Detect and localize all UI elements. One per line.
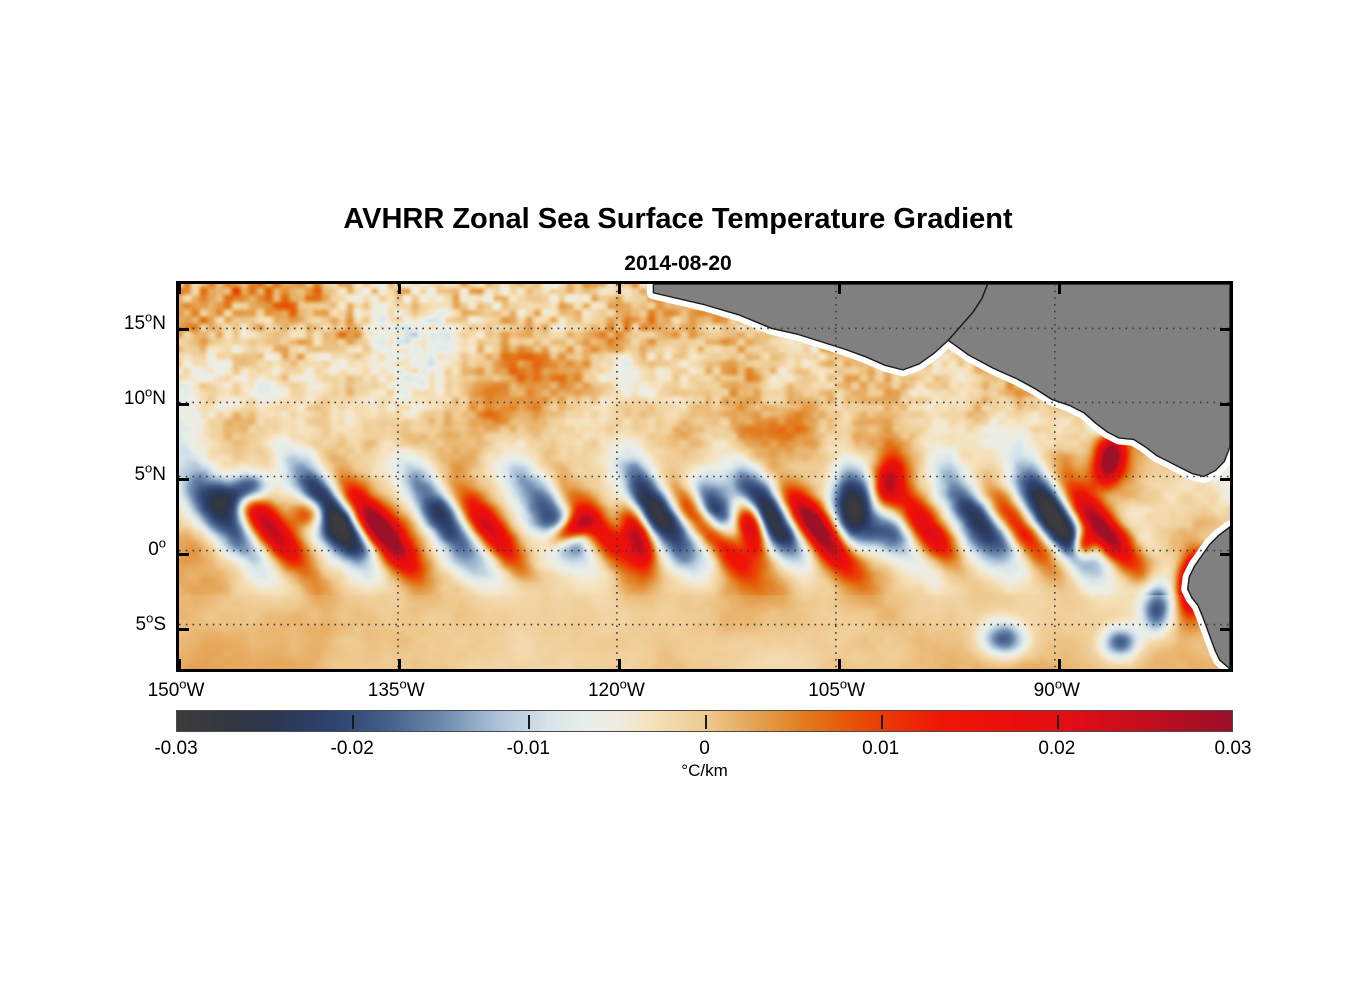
x-axis-label: 105oW: [808, 676, 866, 701]
y-axis-label: 15oN: [123, 309, 166, 335]
x-tick-mark-top: [397, 283, 401, 294]
central-america: [947, 284, 1230, 478]
colorbar-tick-label: 0.03: [1214, 738, 1252, 759]
x-tick-mark: [397, 659, 401, 670]
y-tick-mark: [1220, 628, 1231, 632]
y-tick-mark: [1220, 478, 1231, 481]
colorbar-tick-mark: [528, 715, 531, 729]
x-tick-mark: [1058, 659, 1062, 670]
south-america-northwest: [1186, 526, 1230, 669]
y-tick-mark: [1220, 327, 1231, 331]
y-tick-mark: [1220, 553, 1231, 557]
y-tick-mark: [178, 402, 189, 406]
x-tick-mark-top: [1058, 283, 1062, 294]
colorbar-tick-mark: [1056, 715, 1059, 729]
colorbar: [176, 710, 1233, 732]
y-axis-label: 5oS: [135, 610, 167, 635]
colorbar-tick-label: 0: [699, 738, 710, 759]
colorbar-tick-label: -0.02: [330, 738, 374, 759]
colorbar-tick-label: -0.01: [506, 738, 550, 759]
x-tick-mark: [838, 659, 842, 670]
x-tick-mark: [617, 659, 621, 670]
y-axis-label: 10oN: [123, 384, 166, 410]
x-tick-mark-top: [838, 283, 842, 294]
map-axes: [176, 281, 1233, 672]
colorbar-tick-mark: [352, 715, 355, 729]
land-overlay: [646, 284, 1230, 669]
x-axis-label: 150oW: [147, 676, 205, 701]
colorbar-tick-mark: [704, 715, 707, 729]
x-axis-label: 120oW: [587, 676, 645, 701]
y-tick-mark: [178, 553, 189, 557]
chart-title: AVHRR Zonal Sea Surface Temperature Grad…: [343, 203, 1013, 235]
y-tick-mark: [1220, 402, 1231, 406]
x-axis-label: 90oW: [1033, 676, 1080, 701]
colorbar-tick-label: -0.03: [154, 738, 198, 759]
colorbar-tick-label: 0.02: [1038, 738, 1076, 759]
colorbar-unit-label: °C/km: [681, 761, 728, 780]
grid-overlay: [179, 284, 1230, 669]
x-tick-mark: [177, 659, 181, 670]
map-field-clip: [179, 284, 1230, 669]
y-axis-label: 0o: [148, 535, 166, 560]
colorbar-tick-label: 0.01: [862, 738, 900, 759]
chart-subtitle: 2014-08-20: [624, 252, 732, 275]
y-tick-mark: [178, 327, 189, 331]
y-axis-label: 5oN: [134, 460, 166, 485]
x-tick-mark-top: [177, 283, 181, 294]
x-axis-label: 135oW: [367, 676, 425, 701]
x-tick-mark-top: [617, 283, 621, 294]
y-tick-mark: [178, 628, 189, 632]
colorbar-tick-mark: [880, 715, 883, 729]
y-tick-mark: [178, 478, 189, 481]
